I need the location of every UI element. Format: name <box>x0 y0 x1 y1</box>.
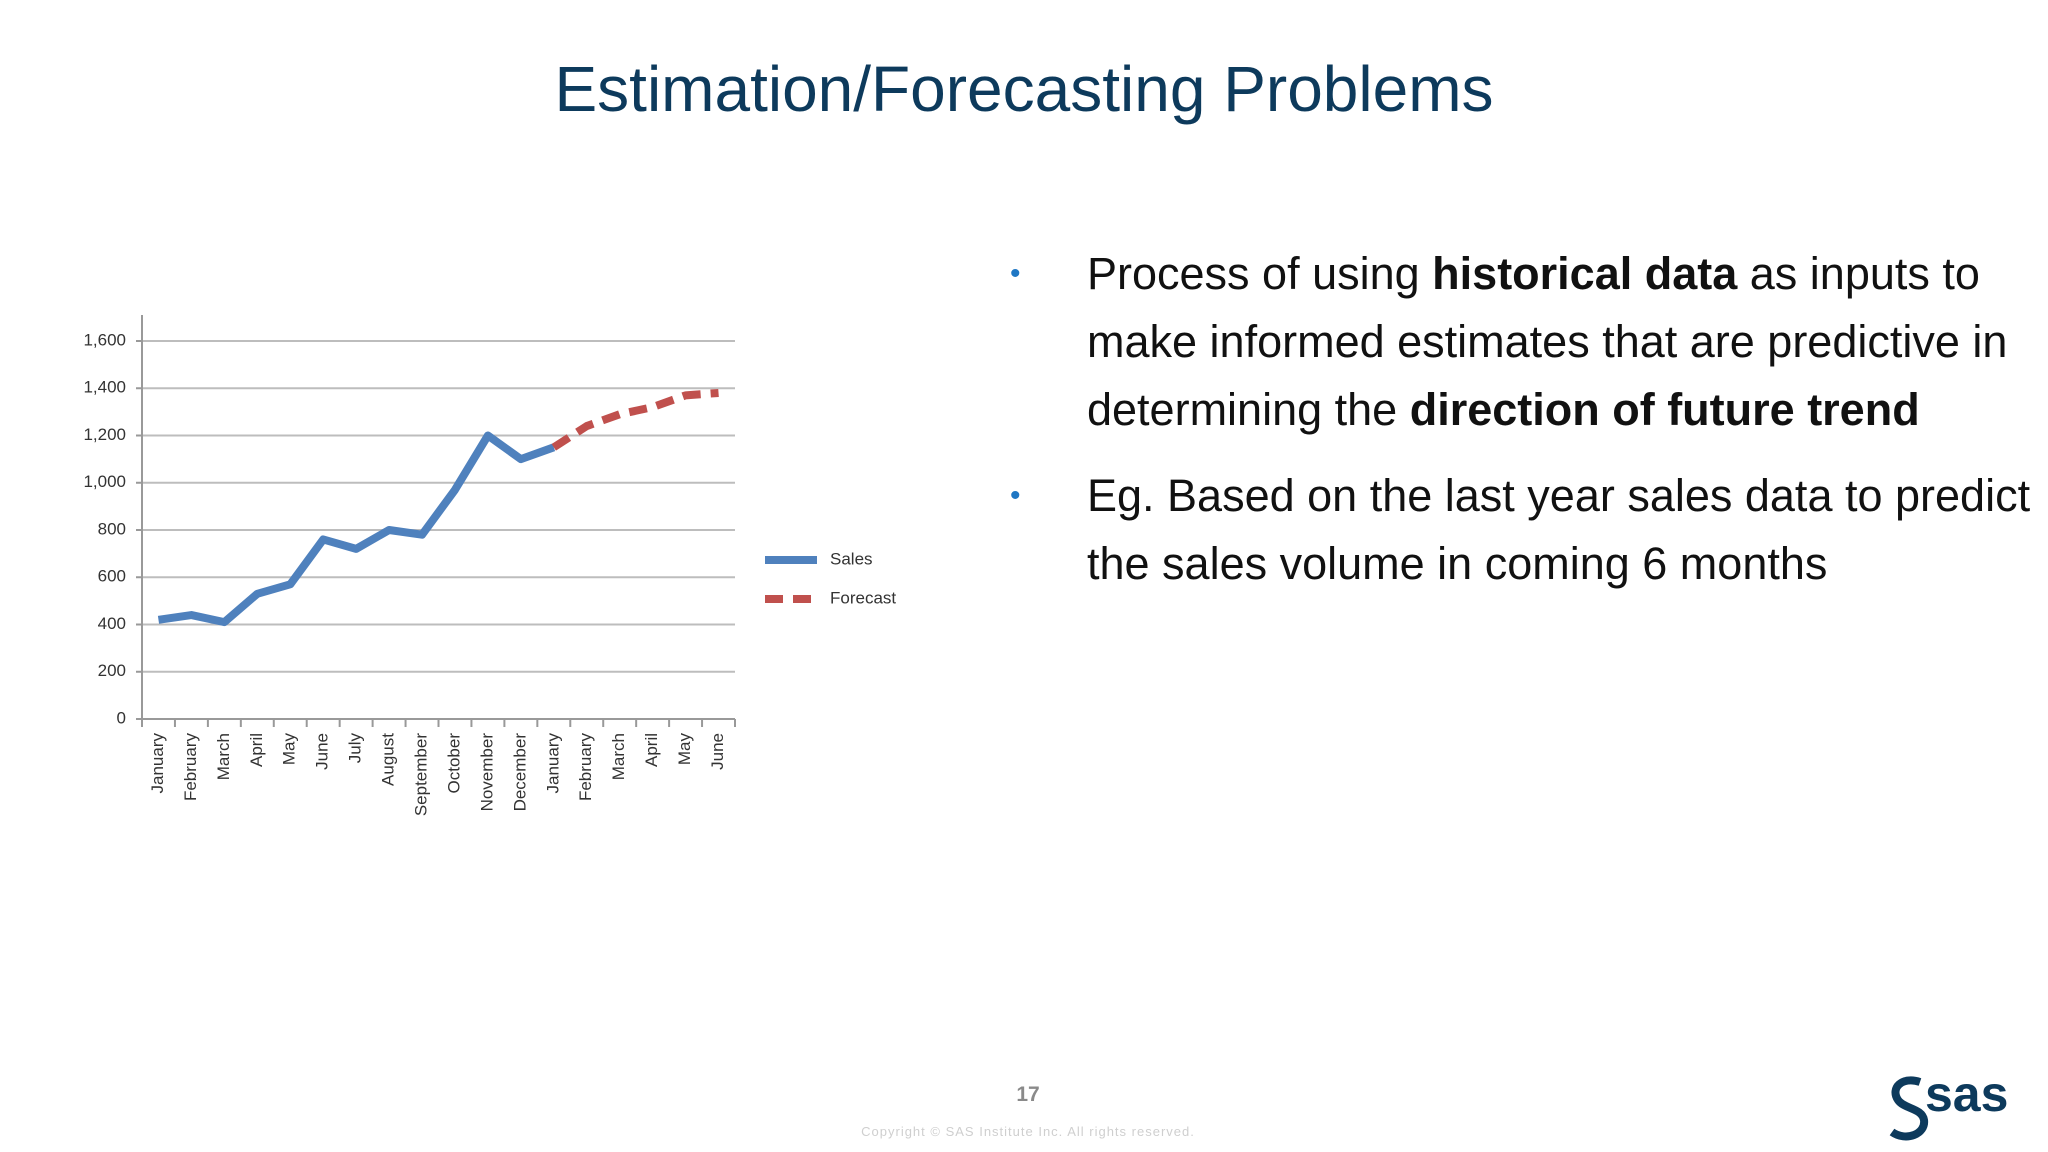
y-tick-label: 600 <box>98 567 126 586</box>
y-tick-label: 1,000 <box>83 472 126 491</box>
bullet: • Process of using historical data as inp… <box>1010 240 2040 444</box>
bullet-text: Eg. Based on the last year sales data to… <box>1087 470 2031 589</box>
x-tick-label: May <box>280 733 299 766</box>
x-tick-label: June <box>708 733 727 770</box>
series-line <box>551 388 719 451</box>
bullet-text: Process of using <box>1087 248 1433 299</box>
x-tick-label: February <box>576 733 595 802</box>
copyright: Copyright © SAS Institute Inc. All right… <box>861 1124 1195 1139</box>
x-tick-label: August <box>379 733 398 786</box>
bullet-list: • Process of using historical data as inp… <box>1010 240 2040 616</box>
legend-label: Forecast <box>830 588 896 607</box>
x-tick-label: September <box>412 733 431 816</box>
y-tick-label: 200 <box>98 661 126 680</box>
x-tick-label: April <box>247 733 266 767</box>
y-tick-label: 400 <box>98 614 126 633</box>
x-tick-label: May <box>675 733 694 766</box>
x-tick-label: June <box>313 733 332 770</box>
x-tick-label: January <box>148 733 167 794</box>
bullet-dot: • <box>1010 257 1021 290</box>
y-tick-label: 1,600 <box>83 330 126 349</box>
x-tick-label: March <box>214 733 233 780</box>
x-tick-label: November <box>477 733 496 812</box>
bullet-dot: • <box>1010 479 1021 512</box>
x-tick-label: October <box>444 733 463 794</box>
x-tick-label: December <box>510 733 529 812</box>
series-line <box>157 431 556 627</box>
x-tick-label: July <box>346 733 365 764</box>
bullet: • Eg. Based on the last year sales data t… <box>1010 462 2040 598</box>
x-tick-label: April <box>642 733 661 767</box>
logo: sas <box>1925 1066 2008 1122</box>
page-number: 17 <box>1016 1083 1040 1106</box>
y-tick-label: 1,400 <box>83 378 126 397</box>
x-tick-label: January <box>543 733 562 794</box>
logo-mark <box>1889 1076 1929 1141</box>
bullet-text: as inputs to make informed estimates tha… <box>1087 248 2008 435</box>
x-tick-label: March <box>609 733 628 780</box>
bullet-text: historical data <box>1432 248 1738 299</box>
y-tick-label: 800 <box>98 519 126 538</box>
y-tick-label: 0 <box>117 708 126 727</box>
bullet-text: direction of future trend <box>1409 384 1920 435</box>
legend-label: Sales <box>830 549 873 568</box>
x-tick-label: February <box>181 733 200 802</box>
y-tick-label: 1,200 <box>83 425 126 444</box>
slide-title: Estimation/Forecasting Problems <box>554 53 1494 125</box>
